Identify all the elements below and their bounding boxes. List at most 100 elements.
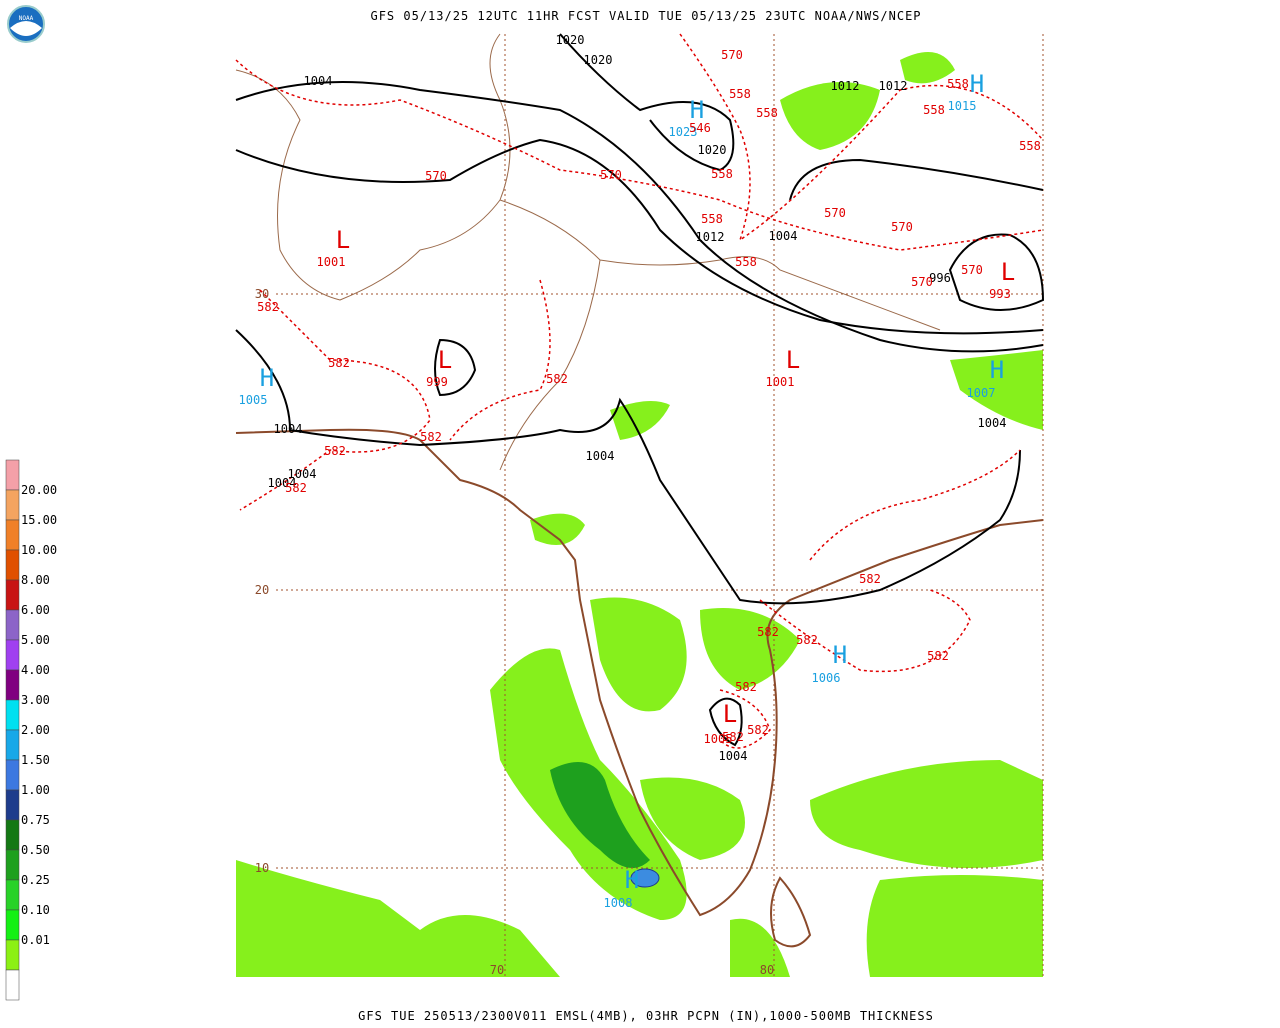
grid-label: 10 xyxy=(255,861,269,875)
thickness-label: 582 xyxy=(324,444,346,458)
isobar-label: 1004 xyxy=(274,422,303,436)
legend-label: 10.00 xyxy=(21,543,57,557)
legend: 20.00 15.00 10.00 8.00 6.00 5.00 4.00 3.00 2.00 1… xyxy=(5,459,57,1001)
thickness-label: 582 xyxy=(257,300,279,314)
center-symbol: H xyxy=(690,96,704,124)
map-footer: GFS TUE 250513/2300V011 EMSL(4MB), 03HR … xyxy=(358,1009,934,1023)
legend-swatch xyxy=(5,579,20,611)
thickness-label: 558 xyxy=(923,103,945,117)
grid-label: 80 xyxy=(760,963,774,977)
legend-swatch xyxy=(5,969,20,1001)
map-title: GFS 05/13/25 12UTC 11HR FCST VALID TUE 0… xyxy=(370,9,921,23)
thickness-label: 558 xyxy=(735,255,757,269)
isobar-label: 1020 xyxy=(698,143,727,157)
thickness-label: 582 xyxy=(285,481,307,495)
legend-swatch xyxy=(5,699,20,731)
noaa-logo: NOAA xyxy=(7,5,45,43)
center-pressure: 1015 xyxy=(948,99,977,113)
thickness-label: 558 xyxy=(756,106,778,120)
thickness-label: 582 xyxy=(859,572,881,586)
legend-label: 3.00 xyxy=(21,693,50,707)
legend-swatch xyxy=(5,459,20,491)
center-symbol: L xyxy=(786,346,800,374)
isobar-label: 1004 xyxy=(586,449,615,463)
legend-swatch xyxy=(5,609,20,641)
legend-label: 0.10 xyxy=(21,903,50,917)
legend-swatch xyxy=(5,819,20,851)
center-symbol: L xyxy=(438,346,452,374)
legend-swatch xyxy=(5,729,20,761)
logo-text: NOAA xyxy=(19,15,34,22)
isobar-label: 1004 xyxy=(304,74,333,88)
legend-swatch xyxy=(5,519,20,551)
center-symbol: H xyxy=(970,70,984,98)
thickness-label: 558 xyxy=(701,212,723,226)
center-pressure: 1005 xyxy=(704,732,733,746)
legend-label: 0.50 xyxy=(21,843,50,857)
isobar-label: 1012 xyxy=(696,230,725,244)
legend-swatch xyxy=(5,879,20,911)
borders xyxy=(235,33,941,471)
thickness-lines xyxy=(235,33,1044,749)
legend-swatch xyxy=(5,489,20,521)
thickness-label: 570 xyxy=(824,206,846,220)
legend-swatch xyxy=(5,849,20,881)
precip-areas xyxy=(236,52,1043,977)
thickness-label: 582 xyxy=(722,730,744,744)
coastline xyxy=(235,428,1044,917)
legend-label: 0.75 xyxy=(21,813,50,827)
grid-label: 70 xyxy=(490,963,504,977)
legend-label: 0.01 xyxy=(21,933,50,947)
center-symbol: H xyxy=(990,356,1004,384)
thickness-label: 570 xyxy=(911,275,933,289)
legend-label: 5.00 xyxy=(21,633,50,647)
isobar-label: 1020 xyxy=(556,33,585,47)
legend-swatch xyxy=(5,909,20,941)
center-pressure: 1005 xyxy=(239,393,268,407)
isobar-label: 1004 xyxy=(288,467,317,481)
center-pressure: 1008 xyxy=(604,896,633,910)
thickness-label: 558 xyxy=(711,167,733,181)
center-pressure: 1023 xyxy=(669,125,698,139)
thickness-label: 570 xyxy=(961,263,983,277)
isobar-label: 1004 xyxy=(719,749,748,763)
thickness-label: 582 xyxy=(757,625,779,639)
legend-label: 8.00 xyxy=(21,573,50,587)
center-pressure: 1006 xyxy=(812,671,841,685)
isobar-label: 1004 xyxy=(268,476,297,490)
center-symbol: L xyxy=(336,226,350,254)
legend-swatch xyxy=(5,639,20,671)
thickness-label: 558 xyxy=(1019,139,1041,153)
isobar-label: 1012 xyxy=(879,79,908,93)
grid-label: 30 xyxy=(255,287,269,301)
isobar-label: 1012 xyxy=(831,79,860,93)
legend-label: 20.00 xyxy=(21,483,57,497)
isobar-label: 1004 xyxy=(769,229,798,243)
legend-swatch xyxy=(5,939,20,971)
legend-label: 2.00 xyxy=(21,723,50,737)
isobar-label: 1004 xyxy=(978,416,1007,430)
isobar-label: 996 xyxy=(929,271,951,285)
thickness-label: 570 xyxy=(600,168,622,182)
legend-label: 4.00 xyxy=(21,663,50,677)
precip-heavy xyxy=(550,762,650,868)
legend-label: 0.25 xyxy=(21,873,50,887)
thickness-label: 570 xyxy=(425,169,447,183)
legend-swatch xyxy=(5,759,20,791)
sri-lanka xyxy=(770,876,812,948)
thickness-label: 546 xyxy=(689,121,711,135)
thickness-label: 570 xyxy=(721,48,743,62)
legend-swatch xyxy=(5,789,20,821)
center-symbol: L xyxy=(1001,258,1015,286)
grid-label: 20 xyxy=(255,583,269,597)
thickness-label: 582 xyxy=(735,680,757,694)
center-symbol: L xyxy=(723,700,737,728)
center-symbol: H xyxy=(260,364,274,392)
legend-label: 6.00 xyxy=(21,603,50,617)
center-pressure: 1001 xyxy=(317,255,346,269)
legend-label: 15.00 xyxy=(21,513,57,527)
thickness-label: 582 xyxy=(747,723,769,737)
